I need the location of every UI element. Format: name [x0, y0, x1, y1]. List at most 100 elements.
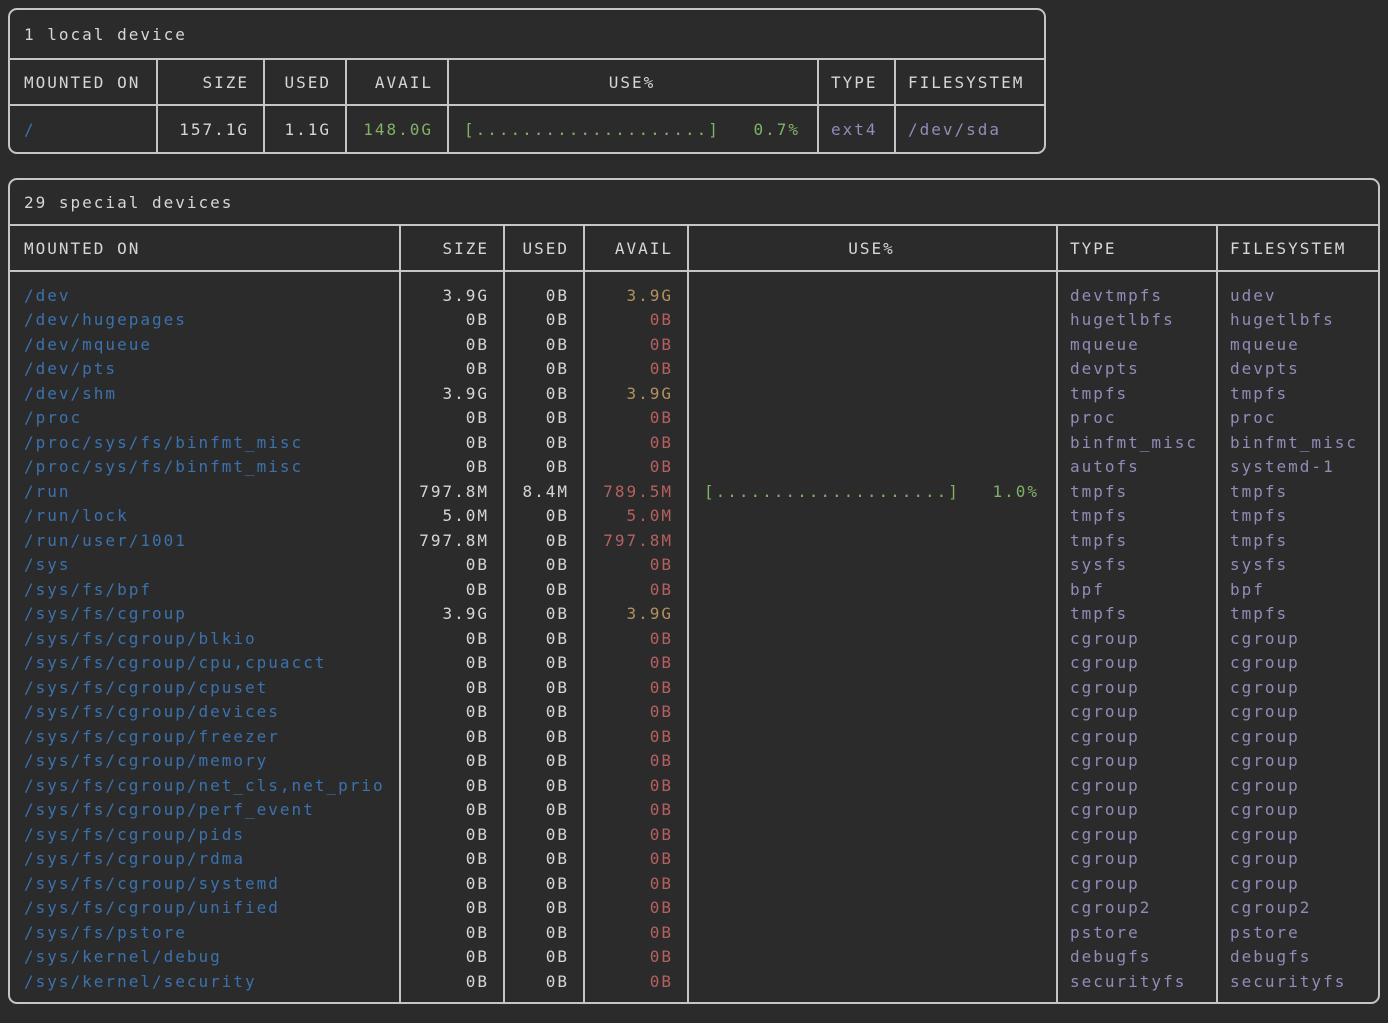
filesystem-cell: tmpfs [1216, 531, 1378, 550]
filesystem-cell: udev [1216, 286, 1378, 305]
size-cell: 0B [399, 335, 503, 354]
header-filesystem: FILESYSTEM [1216, 239, 1378, 258]
size-cell: 0B [399, 825, 503, 844]
size-cell: 797.8M [399, 482, 503, 501]
size-cell: 0B [399, 457, 503, 476]
size-cell: 797.8M [399, 531, 503, 550]
type-cell: sysfs [1056, 555, 1216, 574]
mount-point-cell: /sys/fs/cgroup/net_cls,net_prio [10, 776, 399, 795]
type-cell: tmpfs [1056, 531, 1216, 550]
used-cell: 0B [503, 555, 583, 574]
used-cell: 0B [503, 506, 583, 525]
avail-cell: 0B [583, 898, 687, 917]
filesystem-cell: bpf [1216, 580, 1378, 599]
used-cell: 0B [503, 604, 583, 623]
mount-point-cell: /run/lock [10, 506, 399, 525]
column-divider [447, 60, 449, 152]
type-cell: pstore [1056, 923, 1216, 942]
used-cell: 0B [503, 531, 583, 550]
filesystem-cell: cgroup [1216, 653, 1378, 672]
filesystem-cell: /dev/sda [894, 120, 1044, 139]
usage-percent: 0.7% [753, 120, 800, 139]
avail-cell: 0B [583, 310, 687, 329]
avail-cell: 0B [583, 776, 687, 795]
table-row: /dev/pts 0B 0B 0B devpts devpts [10, 357, 1378, 382]
mount-point-cell: /sys [10, 555, 399, 574]
header-use-pct: USE% [447, 73, 817, 92]
size-cell: 0B [399, 898, 503, 917]
size-cell: 0B [399, 972, 503, 991]
mount-point-cell: /sys/fs/cgroup/freezer [10, 727, 399, 746]
local-table-header-row: MOUNTED ON SIZE USED AVAIL USE% TYPE FIL… [10, 60, 1044, 106]
size-cell: 0B [399, 947, 503, 966]
type-cell: cgroup [1056, 849, 1216, 868]
size-cell: 157.1G [156, 120, 263, 139]
usage-bar: [....................] [704, 482, 960, 501]
special-devices-table: 29 special devices MOUNTED ON SIZE USED … [8, 178, 1380, 1004]
avail-cell: 0B [583, 849, 687, 868]
avail-cell: 789.5M [583, 482, 687, 501]
column-divider [817, 60, 819, 152]
avail-cell: 0B [583, 800, 687, 819]
column-divider [263, 60, 265, 152]
table-row: /sys/fs/cgroup/perf_event 0B 0B 0B cgrou… [10, 798, 1378, 823]
column-divider [583, 226, 585, 1002]
used-cell: 0B [503, 825, 583, 844]
mount-point-cell: /sys/fs/cgroup/perf_event [10, 800, 399, 819]
filesystem-cell: cgroup [1216, 727, 1378, 746]
size-cell: 3.9G [399, 384, 503, 403]
filesystem-cell: sysfs [1216, 555, 1378, 574]
mount-point-cell: / [10, 120, 156, 139]
table-row: /sys 0B 0B 0B sysfs sysfs [10, 553, 1378, 578]
filesystem-cell: tmpfs [1216, 482, 1378, 501]
type-cell: cgroup2 [1056, 898, 1216, 917]
type-cell: ext4 [817, 120, 894, 139]
mount-point-cell: /sys/fs/cgroup/devices [10, 702, 399, 721]
table-row: /sys/fs/cgroup/rdma 0B 0B 0B cgroup cgro… [10, 847, 1378, 872]
header-mounted-on: MOUNTED ON [10, 239, 399, 258]
type-cell: devtmpfs [1056, 286, 1216, 305]
avail-cell: 0B [583, 580, 687, 599]
type-cell: autofs [1056, 457, 1216, 476]
used-cell: 0B [503, 874, 583, 893]
filesystem-cell: cgroup [1216, 825, 1378, 844]
used-cell: 0B [503, 800, 583, 819]
used-cell: 0B [503, 947, 583, 966]
filesystem-cell: cgroup [1216, 800, 1378, 819]
used-cell: 0B [503, 310, 583, 329]
used-cell: 0B [503, 972, 583, 991]
column-divider [894, 60, 896, 152]
used-cell: 0B [503, 678, 583, 697]
type-cell: cgroup [1056, 702, 1216, 721]
table-row: /sys/kernel/debug 0B 0B 0B debugfs debug… [10, 945, 1378, 970]
avail-cell: 0B [583, 359, 687, 378]
avail-cell: 0B [583, 727, 687, 746]
header-size: SIZE [156, 73, 263, 92]
size-cell: 0B [399, 580, 503, 599]
header-size: SIZE [399, 239, 503, 258]
avail-cell: 0B [583, 408, 687, 427]
type-cell: cgroup [1056, 751, 1216, 770]
type-cell: bpf [1056, 580, 1216, 599]
column-divider [399, 226, 401, 1002]
filesystem-cell: cgroup [1216, 678, 1378, 697]
filesystem-cell: systemd-1 [1216, 457, 1378, 476]
table-row: /sys/fs/bpf 0B 0B 0B bpf bpf [10, 577, 1378, 602]
used-cell: 0B [503, 359, 583, 378]
mount-point-cell: /sys/fs/cgroup [10, 604, 399, 623]
table-row: /sys/fs/cgroup/unified 0B 0B 0B cgroup2 … [10, 896, 1378, 921]
used-cell: 0B [503, 286, 583, 305]
filesystem-cell: tmpfs [1216, 384, 1378, 403]
column-divider [503, 226, 505, 1002]
used-cell: 0B [503, 923, 583, 942]
mount-point-cell: /dev/shm [10, 384, 399, 403]
used-cell: 0B [503, 727, 583, 746]
used-cell: 0B [503, 898, 583, 917]
mount-point-cell: /sys/kernel/debug [10, 947, 399, 966]
mount-point-cell: /proc/sys/fs/binfmt_misc [10, 457, 399, 476]
mount-point-cell: /run/user/1001 [10, 531, 399, 550]
size-cell: 0B [399, 408, 503, 427]
size-cell: 0B [399, 751, 503, 770]
local-table-grid: MOUNTED ON SIZE USED AVAIL USE% TYPE FIL… [10, 60, 1044, 152]
used-cell: 0B [503, 702, 583, 721]
